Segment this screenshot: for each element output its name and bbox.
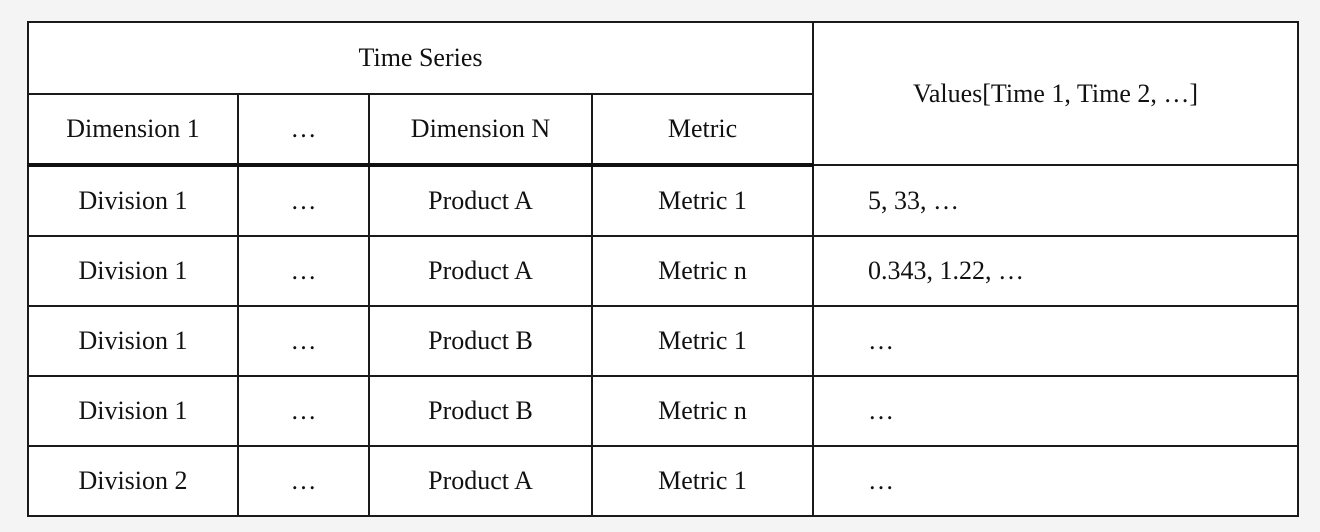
column-header-metric: Metric [591, 93, 814, 167]
cell-dimension-n: Product B [368, 305, 593, 377]
header-row-columns: Dimension 1 … Dimension N Metric [27, 93, 1298, 167]
cell-dimension-1: Division 1 [27, 305, 239, 377]
column-header-ellipsis: … [237, 93, 370, 167]
column-header-dimension-n: Dimension N [368, 93, 593, 167]
values-header: Values[Time 1, Time 2, …] [812, 21, 1299, 166]
cell-dimension-n: Product A [368, 235, 593, 307]
cell-ellipsis: … [237, 164, 370, 237]
cell-dimension-n: Product B [368, 375, 593, 447]
cell-ellipsis: … [237, 305, 370, 377]
table-row: Division 1 … Product A Metric 1 5, 33, … [27, 164, 1299, 237]
cell-values: … [812, 305, 1299, 377]
cell-metric: Metric 1 [591, 164, 814, 237]
header-row-group: Time Series Values[Time 1, Time 2, …] [27, 21, 1299, 166]
cell-dimension-n: Product A [368, 164, 593, 237]
column-header-dimension-1: Dimension 1 [27, 93, 239, 167]
table-row: Division 1 … Product A Metric n 0.343, 1… [27, 235, 1299, 307]
cell-dimension-1: Division 1 [27, 375, 239, 447]
cell-dimension-1: Division 1 [27, 235, 239, 307]
cell-values: 5, 33, … [812, 164, 1299, 237]
table-row: Division 1 … Product B Metric n … [27, 375, 1299, 447]
cell-metric: Metric n [591, 235, 814, 307]
cell-metric: Metric 1 [591, 305, 814, 377]
cell-dimension-1: Division 2 [27, 445, 239, 517]
cell-values: … [812, 375, 1299, 447]
cell-ellipsis: … [237, 445, 370, 517]
table-row: Division 2 … Product A Metric 1 … [27, 445, 1299, 517]
time-series-group-header: Time Series [27, 21, 814, 95]
cell-values: 0.343, 1.22, … [812, 235, 1299, 307]
table-header: Time Series Values[Time 1, Time 2, …] Di… [27, 21, 1299, 167]
table-row: Division 1 … Product B Metric 1 … [27, 305, 1299, 377]
cell-values: … [812, 445, 1299, 517]
cell-metric: Metric 1 [591, 445, 814, 517]
cell-dimension-n: Product A [368, 445, 593, 517]
cell-metric: Metric n [591, 375, 814, 447]
cell-dimension-1: Division 1 [27, 164, 239, 237]
cell-ellipsis: … [237, 375, 370, 447]
cell-ellipsis: … [237, 235, 370, 307]
time-series-table: Time Series Values[Time 1, Time 2, …] Di… [27, 21, 1299, 517]
table-body: Division 1 … Product A Metric 1 5, 33, …… [27, 164, 1299, 517]
